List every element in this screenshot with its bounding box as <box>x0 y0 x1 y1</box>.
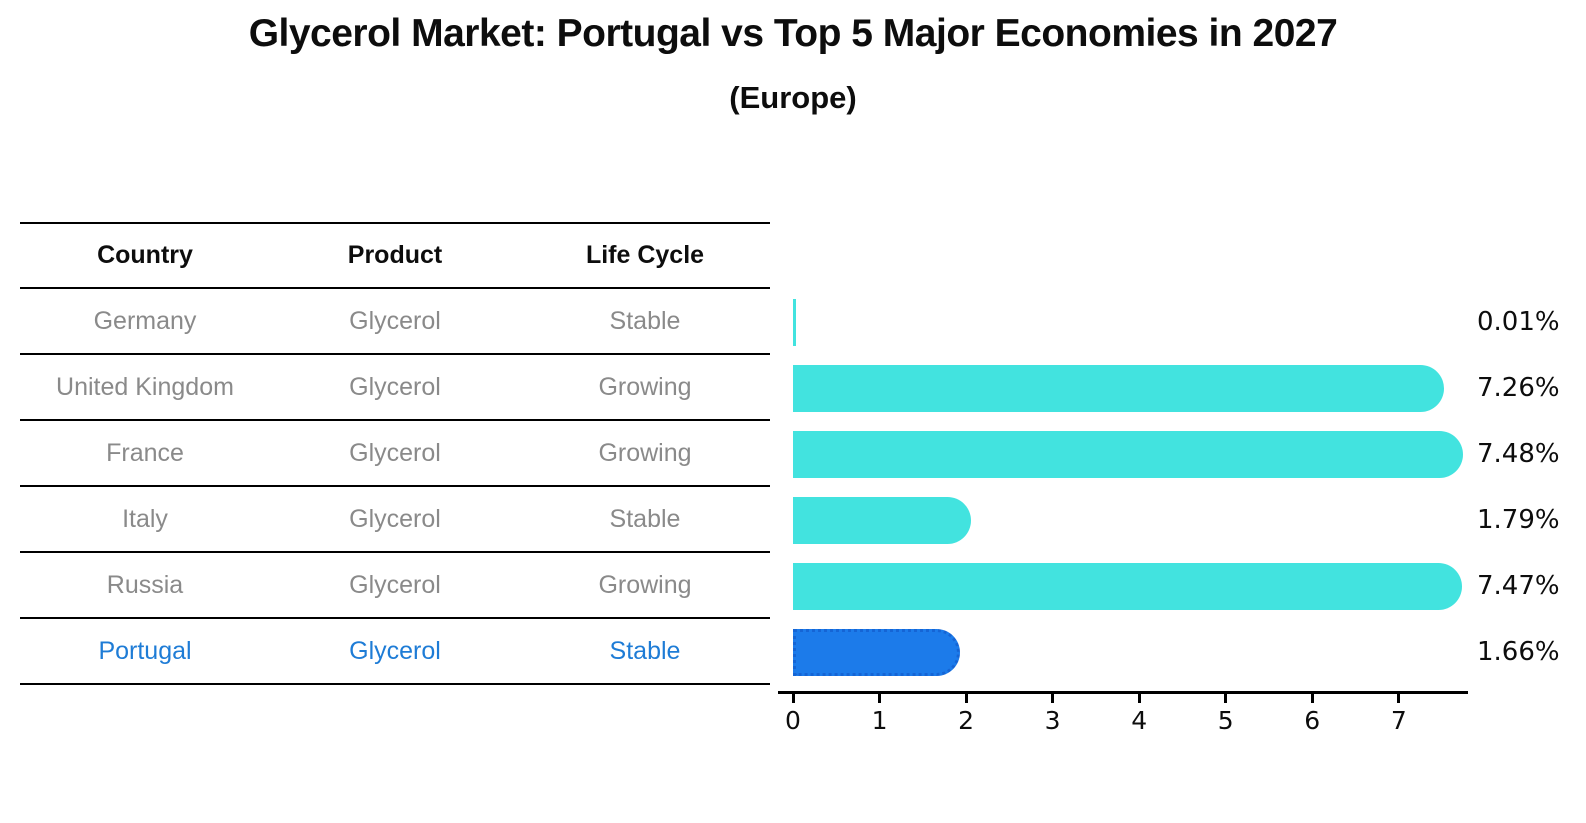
column-header-life-cycle: Life Cycle <box>585 241 705 269</box>
bar-row-france <box>793 421 1468 487</box>
table-row-italy: Italy Glycerol Stable <box>20 487 770 553</box>
product-cell: Glycerol <box>349 636 441 665</box>
x-tick-mark-7 <box>1397 694 1401 703</box>
x-tick-mark-6 <box>1310 694 1314 703</box>
x-tick-mark-4 <box>1137 694 1141 703</box>
bar-russia <box>793 562 1462 610</box>
x-tick-label-6: 6 <box>1304 706 1321 735</box>
x-tick-label-1: 1 <box>871 706 888 735</box>
value-label-united-kingdom: 7.26% <box>1477 373 1560 403</box>
table-row-united-kingdom: United Kingdom Glycerol Growing <box>20 355 770 421</box>
column-header-product: Product <box>347 241 443 269</box>
value-label-germany: 0.01% <box>1477 307 1560 337</box>
life-cycle-cell: Stable <box>609 504 681 533</box>
table-row-germany: Germany Glycerol Stable <box>20 289 770 355</box>
product-cell: Glycerol <box>349 504 441 533</box>
x-tick-label-5: 5 <box>1217 706 1234 735</box>
life-cycle-cell: Growing <box>598 570 692 599</box>
country-cell: Russia <box>106 570 184 599</box>
value-label-italy: 1.79% <box>1477 505 1560 535</box>
country-cell: France <box>106 438 184 467</box>
country-cell: Italy <box>122 504 168 533</box>
life-cycle-cell: Stable <box>609 306 681 335</box>
life-cycle-cell: Growing <box>598 372 692 401</box>
life-cycle-cell: Growing <box>598 438 692 467</box>
product-cell: Glycerol <box>349 372 441 401</box>
life-cycle-cell: Stable <box>609 636 681 665</box>
x-tick-label-0: 0 <box>785 706 801 735</box>
bar-row-italy <box>793 487 1468 553</box>
bar-portugal <box>793 628 960 676</box>
bar-france <box>793 430 1463 478</box>
bar-united-kingdom <box>793 364 1444 412</box>
value-label-portugal: 1.66% <box>1477 637 1560 667</box>
x-tick-mark-0 <box>791 694 795 703</box>
x-axis-line <box>778 691 1468 694</box>
product-cell: Glycerol <box>349 306 441 335</box>
x-tick-mark-5 <box>1224 694 1228 703</box>
country-cell: Portugal <box>98 636 192 665</box>
table-row-france: France Glycerol Growing <box>20 421 770 487</box>
bar-germany <box>793 298 796 346</box>
x-tick-label-2: 2 <box>958 706 975 735</box>
x-tick-label-7: 7 <box>1390 706 1407 735</box>
country-cell: United Kingdom <box>56 372 234 401</box>
chart-title: Glycerol Market: Portugal vs Top 5 Major… <box>248 12 1338 55</box>
value-label-russia: 7.47% <box>1477 571 1560 601</box>
table-body: Germany Glycerol Stable United Kingdom Glyce… <box>20 289 770 685</box>
bar-chart-plot-area <box>793 289 1468 685</box>
table-row-russia: Russia Glycerol Growing <box>20 553 770 619</box>
value-label-france: 7.48% <box>1477 439 1560 469</box>
country-table: Country Product Life Cycle Germany Glycer… <box>20 222 770 685</box>
bar-italy <box>793 496 971 544</box>
product-cell: Glycerol <box>349 438 441 467</box>
bar-row-united-kingdom <box>793 355 1468 421</box>
bar-row-russia <box>793 553 1468 619</box>
table-row-portugal: Portugal Glycerol Stable <box>20 619 770 685</box>
table-header-row: Country Product Life Cycle <box>20 222 770 289</box>
x-tick-mark-1 <box>878 694 882 703</box>
country-cell: Germany <box>93 306 197 335</box>
x-tick-mark-3 <box>1051 694 1055 703</box>
chart-subtitle: (Europe) <box>729 80 857 115</box>
bar-row-portugal <box>793 619 1468 685</box>
column-header-country: Country <box>97 241 193 269</box>
x-tick-label-3: 3 <box>1044 706 1061 735</box>
x-tick-label-4: 4 <box>1131 706 1148 735</box>
bar-row-germany <box>793 289 1468 355</box>
product-cell: Glycerol <box>349 570 441 599</box>
x-tick-mark-2 <box>964 694 968 703</box>
